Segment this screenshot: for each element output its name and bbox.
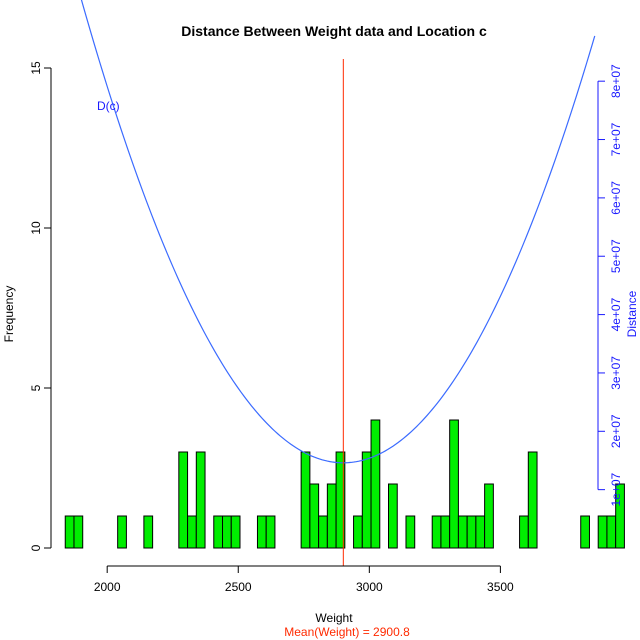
histogram-bar <box>309 483 320 549</box>
histogram-bar <box>265 515 276 549</box>
x-axis: 2000 2500 3000 3500 <box>94 565 514 594</box>
y2-tick-label: 5e+07 <box>609 239 623 273</box>
histogram-bar <box>326 483 337 549</box>
distance-curve <box>80 0 596 464</box>
histogram-bar <box>527 451 538 549</box>
y2-tick-label: 6e+07 <box>609 181 623 215</box>
histogram-bar <box>178 451 189 549</box>
y2-tick-label: 3e+07 <box>609 356 623 390</box>
chart-title: Distance Between Weight data and Locatio… <box>181 23 487 39</box>
y2-axis: 1e+07 2e+07 3e+07 4e+07 5e+07 6e+07 7e+07 8e+07 <box>597 64 623 507</box>
histogram-bar <box>519 515 529 549</box>
histogram-bar <box>466 515 477 549</box>
histogram-bar <box>606 515 617 549</box>
x-tick-label: 3500 <box>487 580 514 594</box>
histogram-bar <box>73 515 84 549</box>
histogram-bar <box>475 515 486 549</box>
histogram-bar <box>484 483 494 549</box>
histogram-bar <box>597 515 608 549</box>
histogram-bar <box>449 419 459 549</box>
y2-tick-label: 7e+07 <box>609 122 623 156</box>
histogram-bar <box>117 515 127 549</box>
histogram-bar <box>335 451 346 549</box>
x-tick-label: 3000 <box>356 580 383 594</box>
y2-tick-label: 4e+07 <box>609 297 623 331</box>
y2-tick-label: 1e+07 <box>609 472 623 506</box>
y-tick-label: 0 <box>29 544 43 551</box>
histogram-bar <box>388 483 398 549</box>
histogram-bar <box>615 483 625 549</box>
histogram-bar <box>361 451 372 549</box>
histogram-bar <box>405 515 416 549</box>
y-axis: 0 5 10 15 <box>29 61 52 551</box>
histogram-bar <box>300 451 311 549</box>
histogram-bar <box>580 515 590 549</box>
x-tick-label: 2000 <box>94 580 121 594</box>
histogram-bar <box>431 515 442 549</box>
y-axis-label: Frequency <box>2 286 16 343</box>
histogram-bar <box>440 515 451 549</box>
x-axis-label: Weight <box>315 611 353 625</box>
distance-curve-layer <box>80 0 596 464</box>
mean-label: Mean(Weight) = 2900.8 <box>284 625 410 639</box>
y-tick-label: 10 <box>29 221 43 235</box>
x-tick-label: 2500 <box>225 580 252 594</box>
y2-axis-label: Distance <box>625 290 639 337</box>
histogram-bar <box>256 515 267 549</box>
curve-label: D(c) <box>97 99 120 113</box>
histogram-bar <box>195 451 206 549</box>
histogram-bar <box>318 515 328 549</box>
y2-tick-label: 8e+07 <box>609 64 623 98</box>
y-tick-label: 15 <box>29 61 43 75</box>
histogram-bars <box>64 419 625 549</box>
histogram-bar <box>457 515 468 549</box>
histogram-bar <box>187 515 197 549</box>
y2-tick-label: 2e+07 <box>609 414 623 448</box>
histogram-bar <box>143 515 154 549</box>
histogram-bar <box>213 515 224 549</box>
y-tick-label: 5 <box>29 384 43 391</box>
histogram-bar <box>353 515 363 549</box>
histogram-bar <box>230 515 241 549</box>
histogram-bar <box>64 515 75 549</box>
histogram-bar <box>222 515 232 549</box>
histogram-bar <box>370 419 381 549</box>
